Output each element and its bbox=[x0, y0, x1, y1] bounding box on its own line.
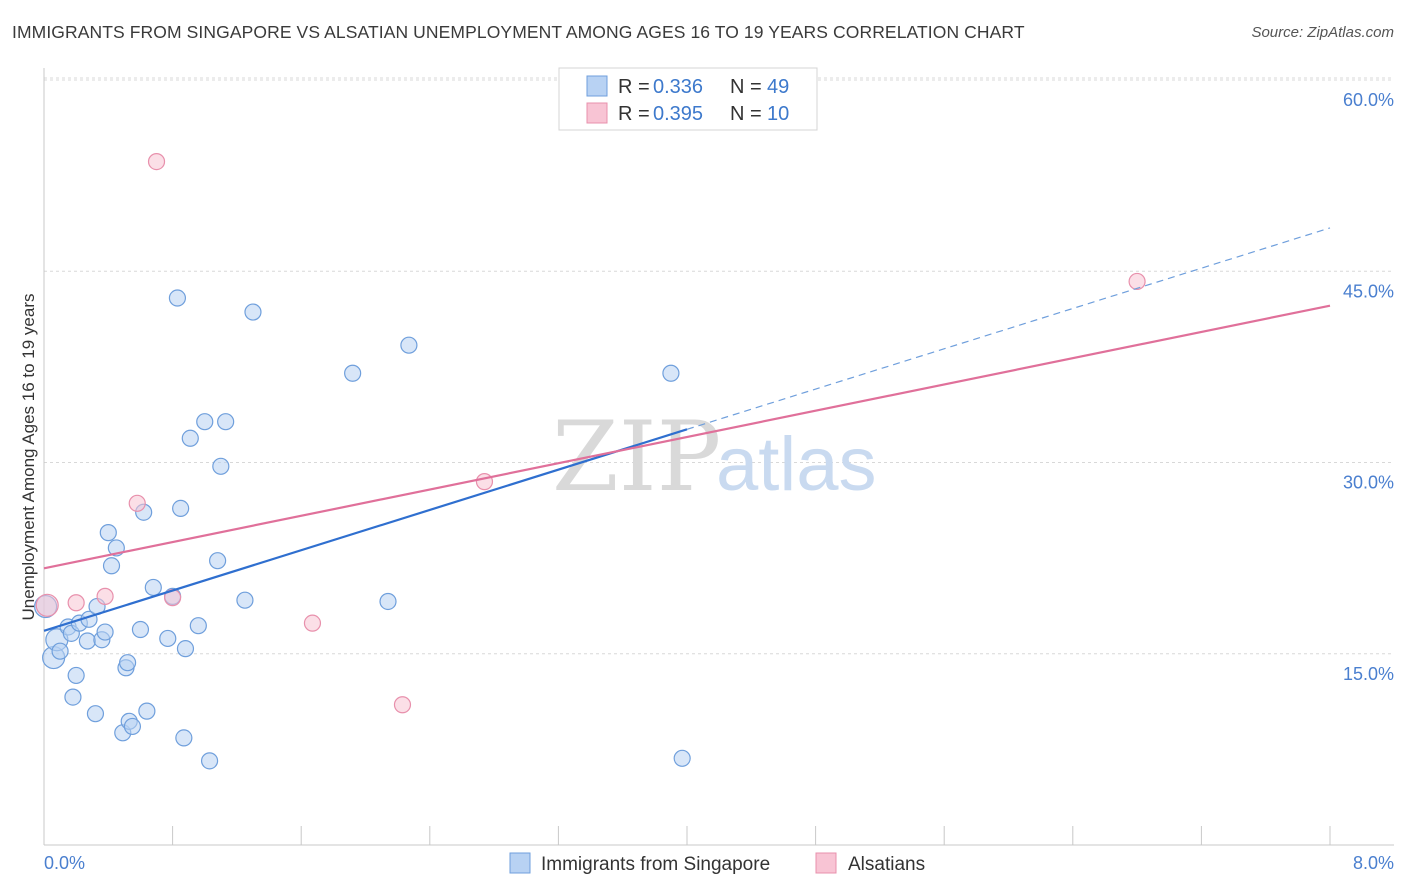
data-point-singapore bbox=[400, 336, 418, 354]
data-point-singapore bbox=[67, 666, 85, 685]
legend-r-value-alsatians: 0.395 bbox=[653, 103, 703, 125]
data-point-singapore bbox=[172, 499, 190, 517]
data-point-singapore bbox=[102, 557, 121, 575]
data-point-singapore bbox=[51, 642, 69, 660]
data-point-alsatians bbox=[128, 494, 146, 512]
data-point-singapore bbox=[379, 592, 397, 611]
y-tick-label: 30.0% bbox=[1343, 473, 1394, 493]
bottom-legend-swatch-singapore bbox=[509, 852, 531, 874]
trend-lines bbox=[43, 227, 1331, 632]
data-point-alsatians bbox=[35, 593, 59, 617]
legend-r-value-singapore: 0.336 bbox=[653, 76, 703, 98]
data-point-singapore bbox=[212, 457, 230, 475]
chart-title: IMMIGRANTS FROM SINGAPORE VS ALSATIAN UN… bbox=[12, 22, 1025, 42]
legend-n-value-singapore: 49 bbox=[767, 76, 789, 98]
data-point-singapore bbox=[159, 629, 177, 648]
data-point-singapore bbox=[189, 617, 207, 635]
y-tick-label: 60.0% bbox=[1343, 90, 1394, 110]
data-point-singapore bbox=[217, 413, 235, 431]
trend-line-alsatians bbox=[43, 304, 1331, 570]
x-axis-ticks bbox=[43, 826, 1331, 845]
bottom-legend-label-singapore: Immigrants from Singapore bbox=[541, 854, 770, 875]
legend-swatch-alsatians bbox=[586, 102, 608, 124]
legend-n-label-singapore: N = bbox=[730, 76, 762, 98]
data-point-singapore bbox=[86, 705, 105, 723]
data-point-singapore bbox=[176, 640, 195, 658]
legend-n-label-alsatians: N = bbox=[730, 103, 762, 125]
data-point-singapore bbox=[662, 364, 680, 382]
bottom-legend-label-alsatians: Alsatians bbox=[848, 854, 925, 875]
series-alsatians-points bbox=[35, 153, 1146, 714]
data-point-singapore bbox=[181, 429, 199, 447]
trend-line-singapore-extension bbox=[686, 227, 1331, 430]
data-point-singapore bbox=[99, 524, 117, 542]
data-point-singapore bbox=[78, 632, 97, 650]
data-point-singapore bbox=[118, 654, 137, 672]
x-tick-label-max: 8.0% bbox=[1353, 853, 1394, 873]
y-tick-label: 15.0% bbox=[1343, 664, 1394, 684]
watermark-zip: ZIP bbox=[552, 401, 721, 513]
watermark-atlas: atlas bbox=[716, 422, 877, 507]
y-tick-label: 45.0% bbox=[1343, 281, 1394, 301]
data-point-singapore bbox=[196, 413, 214, 431]
data-point-alsatians bbox=[475, 473, 494, 491]
data-point-alsatians bbox=[96, 587, 114, 605]
data-point-alsatians bbox=[147, 153, 166, 171]
data-point-singapore bbox=[96, 623, 114, 641]
data-point-singapore bbox=[175, 729, 193, 747]
legend-n-value-alsatians: 10 bbox=[767, 103, 789, 125]
bottom-legend-swatch-alsatians bbox=[815, 852, 837, 874]
data-point-singapore bbox=[673, 749, 691, 767]
data-point-alsatians bbox=[67, 594, 85, 612]
source-label: Source: ZipAtlas.com bbox=[1251, 24, 1394, 41]
trend-line-singapore bbox=[43, 428, 688, 632]
bottom-legend: Immigrants from Singapore Alsatians bbox=[509, 852, 925, 875]
axes bbox=[43, 68, 1394, 846]
data-point-singapore bbox=[144, 578, 162, 597]
data-point-singapore bbox=[236, 591, 254, 609]
data-point-alsatians bbox=[393, 696, 412, 714]
legend-r-label-singapore: R = bbox=[618, 76, 650, 98]
x-tick-label-min: 0.0% bbox=[44, 853, 85, 873]
top-legend: R = 0.336 N = 49 R = 0.395 N = 10 bbox=[558, 67, 818, 131]
legend-swatch-singapore bbox=[586, 75, 608, 97]
series-singapore-points bbox=[34, 289, 691, 770]
data-point-singapore bbox=[64, 688, 82, 706]
data-point-alsatians bbox=[1128, 272, 1146, 291]
data-point-singapore bbox=[344, 364, 362, 382]
data-point-singapore bbox=[209, 552, 227, 570]
legend-r-label-alsatians: R = bbox=[618, 103, 650, 125]
data-point-singapore bbox=[123, 717, 142, 736]
data-point-singapore bbox=[131, 620, 150, 639]
data-point-alsatians bbox=[303, 614, 322, 632]
data-point-singapore bbox=[168, 289, 187, 307]
y-axis-title: Unemployment Among Ages 16 to 19 years bbox=[19, 294, 38, 621]
data-point-singapore bbox=[244, 303, 262, 321]
data-point-singapore bbox=[138, 702, 156, 720]
y-axis-tick-labels: 15.0% 30.0% 45.0% 60.0% bbox=[1343, 90, 1394, 684]
data-point-singapore bbox=[200, 752, 219, 770]
